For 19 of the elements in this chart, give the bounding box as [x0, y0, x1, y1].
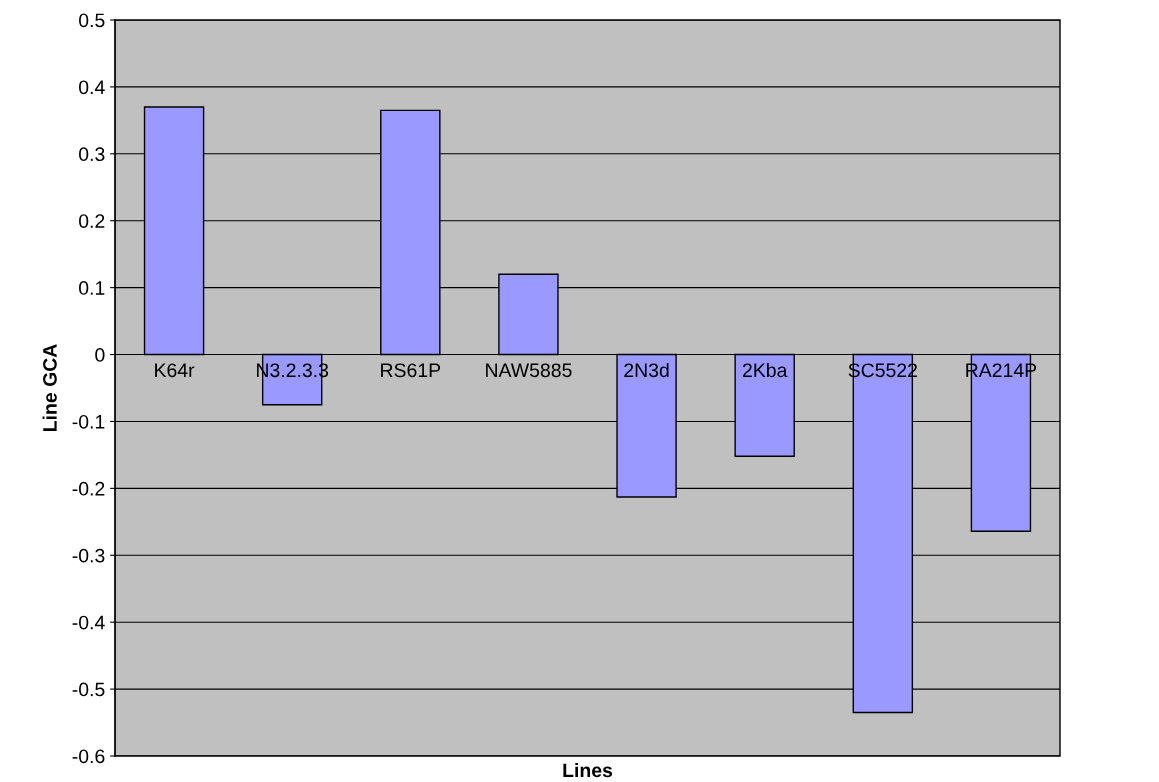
y-tick-label: 0.5: [79, 13, 105, 28]
y-tick-label: -0.5: [72, 682, 105, 697]
x-axis-title: Lines: [563, 762, 613, 778]
y-tick-label: 0: [95, 348, 105, 362]
x-tick-label: K64r: [155, 363, 195, 378]
x-tick-label: RS61P: [381, 363, 441, 378]
y-tick-label: -0.4: [72, 615, 105, 630]
x-tick-label: 2Kba: [742, 362, 788, 378]
y-tick-label: 0.4: [79, 80, 105, 95]
y-tick-label: -0.1: [72, 414, 105, 429]
y-tick-label: -0.2: [72, 481, 105, 496]
y-tick-label: 0.2: [79, 214, 105, 228]
y-tick-label: -0.3: [72, 548, 105, 563]
x-tick-label: NAW5885: [486, 363, 572, 378]
y-tick-label: 0.3: [79, 147, 105, 162]
x-tick-label: 2N3d: [624, 362, 669, 378]
y-axis-title: Line GCA: [42, 344, 57, 431]
y-tick-label: -0.6: [72, 749, 105, 764]
y-tick-label: 0.1: [79, 281, 105, 295]
